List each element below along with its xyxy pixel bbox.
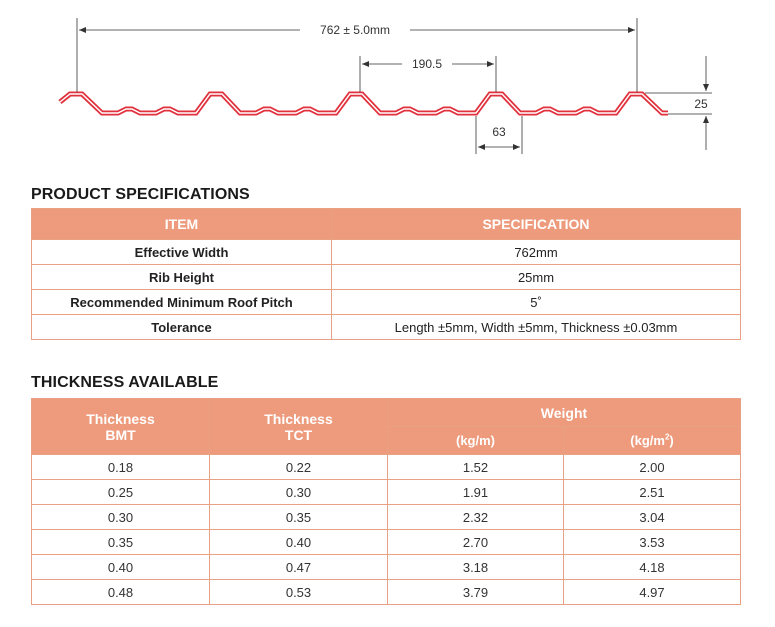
kgm-cell: 1.91 xyxy=(387,479,564,505)
tct-cell: 0.22 xyxy=(209,454,388,480)
bmt-cell: 0.25 xyxy=(31,479,210,505)
kgm2-cell: 2.00 xyxy=(563,454,741,480)
rib-height-label: 25 xyxy=(694,97,708,111)
rib-top-width-label: 63 xyxy=(492,125,506,139)
kgm2-cell: 3.53 xyxy=(563,529,741,555)
table-row: 0.30 0.35 2.32 3.04 xyxy=(31,504,741,530)
kgm2-cell: 4.18 xyxy=(563,554,741,580)
thickness-header-row: Thickness BMT Thickness TCT Weight xyxy=(31,398,741,455)
product-specifications-table: ITEM SPECIFICATION Effective Width 762mm… xyxy=(31,208,741,340)
specification-header: SPECIFICATION xyxy=(331,208,741,240)
bmt-cell: 0.48 xyxy=(31,579,210,605)
kgm-cell: 2.70 xyxy=(387,529,564,555)
thickness-available-title: THICKNESS AVAILABLE xyxy=(31,374,219,391)
weight-header: Weight xyxy=(387,398,741,427)
spec-item: Rib Height xyxy=(31,264,332,290)
table-row: Tolerance Length ±5mm, Width ±5mm, Thick… xyxy=(31,314,741,340)
tct-cell: 0.53 xyxy=(209,579,388,605)
item-header: ITEM xyxy=(31,208,332,240)
overall-width-label: 762 ± 5.0mm xyxy=(320,23,390,37)
spec-item: Tolerance xyxy=(31,314,332,340)
table-row: Effective Width 762mm xyxy=(31,239,741,265)
table-row: 0.35 0.40 2.70 3.53 xyxy=(31,529,741,555)
kgm2-cell: 2.51 xyxy=(563,479,741,505)
spec-value: 5˚ xyxy=(331,289,741,315)
thickness-tct-header: Thickness TCT xyxy=(209,398,388,455)
spec-header-row: ITEM SPECIFICATION xyxy=(31,208,741,240)
tct-cell: 0.47 xyxy=(209,554,388,580)
table-row: Rib Height 25mm xyxy=(31,264,741,290)
roof-sheet-profile-diagram: 762 ± 5.0mm 190.5 25 63 xyxy=(58,18,712,154)
bmt-cell: 0.35 xyxy=(31,529,210,555)
thickness-subheader-row: (kg/m) (kg/m2) xyxy=(32,426,741,455)
kgm-cell: 1.52 xyxy=(387,454,564,480)
thickness-table: Thickness BMT Thickness TCT Weight (kg/m) … xyxy=(31,398,741,605)
bmt-cell: 0.18 xyxy=(31,454,210,480)
table-row: 0.25 0.30 1.91 2.51 xyxy=(31,479,741,505)
spec-item: Recommended Minimum Roof Pitch xyxy=(31,289,332,315)
kgm-cell: 3.79 xyxy=(387,579,564,605)
kgm-cell: 3.18 xyxy=(387,554,564,580)
kgm-cell: 2.32 xyxy=(387,504,564,530)
tct-cell: 0.40 xyxy=(209,529,388,555)
kgm2-cell: 3.04 xyxy=(563,504,741,530)
bmt-cell: 0.40 xyxy=(31,554,210,580)
spec-item: Effective Width xyxy=(31,239,332,265)
table-row: Recommended Minimum Roof Pitch 5˚ xyxy=(31,289,741,315)
tct-cell: 0.30 xyxy=(209,479,388,505)
kgm2-cell: 4.97 xyxy=(563,579,741,605)
table-row: 0.48 0.53 3.79 4.97 xyxy=(31,579,741,605)
spec-value: Length ±5mm, Width ±5mm, Thickness ±0.03… xyxy=(331,314,741,340)
product-specifications-title: PRODUCT SPECIFICATIONS xyxy=(31,186,250,203)
bmt-cell: 0.30 xyxy=(31,504,210,530)
thickness-bmt-header: Thickness BMT xyxy=(31,398,210,455)
kg-per-m-header: (kg/m) xyxy=(387,426,564,455)
pitch-label: 190.5 xyxy=(412,57,442,71)
table-row: 0.18 0.22 1.52 2.00 xyxy=(31,454,741,480)
tct-cell: 0.35 xyxy=(209,504,388,530)
table-row: 0.40 0.47 3.18 4.18 xyxy=(31,554,741,580)
kg-per-m2-header: (kg/m2) xyxy=(563,426,741,455)
spec-value: 762mm xyxy=(331,239,741,265)
spec-value: 25mm xyxy=(331,264,741,290)
